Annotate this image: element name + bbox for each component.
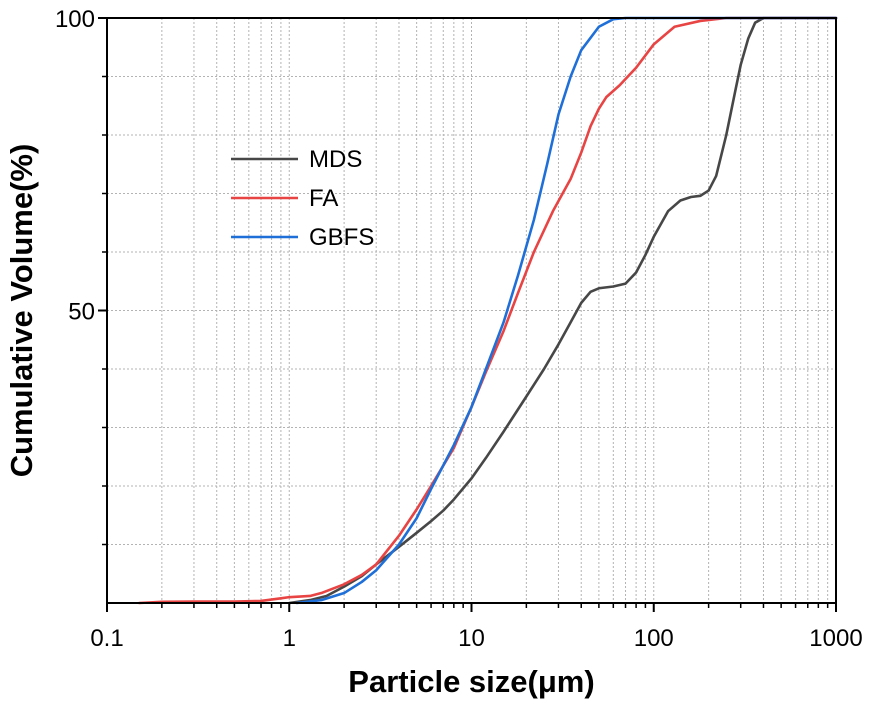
axis-ticks: 0.1 1 10 100 1000 50 100	[55, 6, 863, 652]
y-axis-title: Cumulative Volume(%)	[4, 144, 39, 478]
y-tick-label: 50	[68, 299, 95, 326]
x-tick-label: 1	[283, 625, 296, 652]
legend-label-gbfs: GBFS	[309, 224, 374, 251]
x-axis-title: Particle size(μm)	[348, 664, 594, 699]
legend: MDS FA GBFS	[231, 146, 374, 251]
legend-label-fa: FA	[309, 185, 338, 212]
series-lines	[137, 16, 838, 605]
x-tick-label: 1000	[809, 625, 862, 652]
x-tick-label: 100	[634, 625, 674, 652]
legend-label-mds: MDS	[309, 146, 362, 173]
grid	[107, 18, 836, 603]
series-line-gbfs	[295, 16, 838, 605]
series-line-mds	[287, 16, 838, 605]
x-tick-label: 0.1	[90, 625, 123, 652]
x-tick-label: 10	[458, 625, 485, 652]
y-tick-label: 100	[55, 6, 95, 33]
